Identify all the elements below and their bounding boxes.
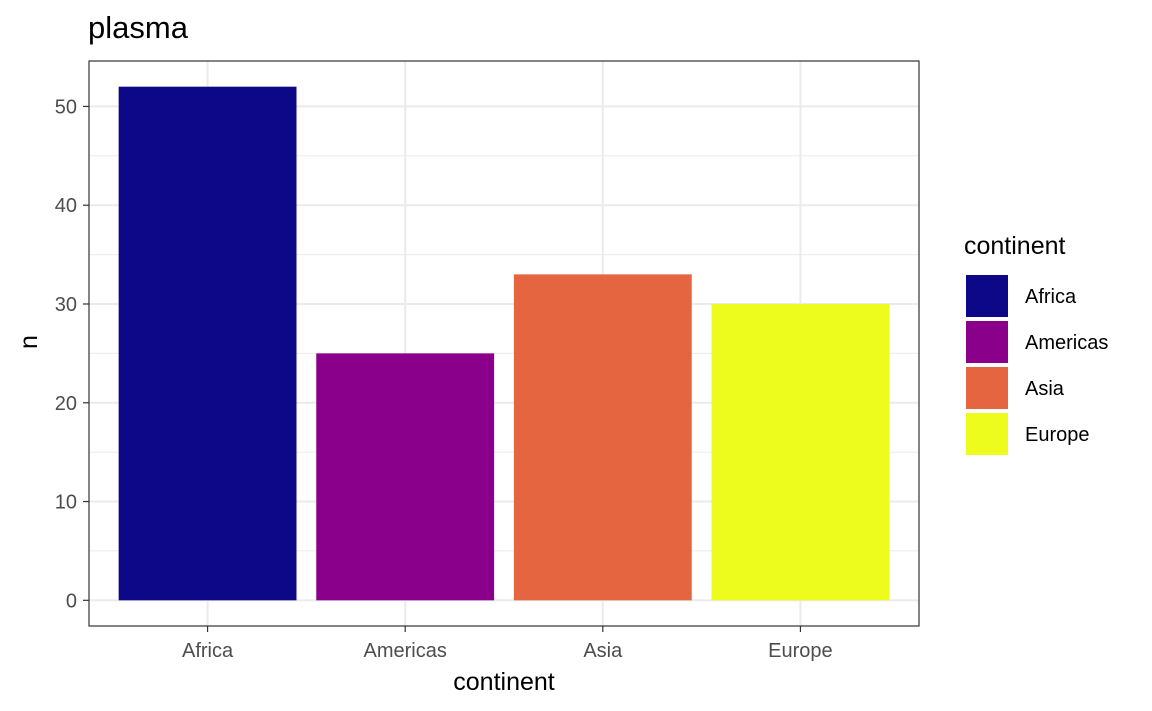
y-tick-label: 10 [55, 492, 77, 514]
legend: continent Africa Americas Asia Europe [964, 232, 1108, 455]
x-axis-title: continent [453, 668, 555, 696]
x-tick-label: Africa [182, 640, 234, 662]
legend-items: Africa Americas Asia Europe [966, 275, 1108, 455]
bars [118, 86, 890, 601]
x-tick-label: Europe [768, 640, 833, 662]
legend-key-africa [966, 275, 1008, 317]
chart-title: plasma [88, 10, 189, 45]
panel-border [88, 60, 920, 627]
legend-key-europe [966, 413, 1008, 455]
bar-africa [118, 86, 297, 601]
y-tick-label: 0 [66, 590, 77, 612]
legend-label: Africa [1025, 286, 1077, 308]
y-tick-label: 50 [55, 96, 77, 118]
legend-label: Americas [1025, 332, 1108, 354]
legend-key-americas [966, 321, 1008, 363]
y-axis-title: n [15, 335, 43, 349]
bar-asia [513, 274, 692, 601]
bar-europe [711, 303, 890, 601]
legend-label: Europe [1025, 424, 1090, 446]
y-axis: 0 10 20 30 40 50 [55, 96, 89, 612]
y-tick-label: 20 [55, 393, 77, 415]
y-tick-label: 40 [55, 195, 77, 217]
legend-key-asia [966, 367, 1008, 409]
x-axis: Africa Americas Asia Europe [182, 626, 833, 662]
y-tick-label: 30 [55, 294, 77, 316]
bar-americas [316, 353, 495, 601]
legend-title: continent [964, 232, 1066, 260]
x-tick-label: Asia [583, 640, 623, 662]
legend-label: Asia [1025, 378, 1065, 400]
x-tick-label: Americas [364, 640, 447, 662]
